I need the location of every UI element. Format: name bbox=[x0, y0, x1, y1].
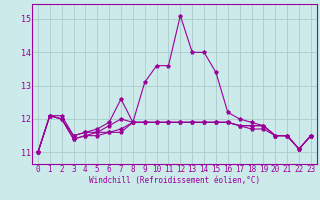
X-axis label: Windchill (Refroidissement éolien,°C): Windchill (Refroidissement éolien,°C) bbox=[89, 176, 260, 185]
